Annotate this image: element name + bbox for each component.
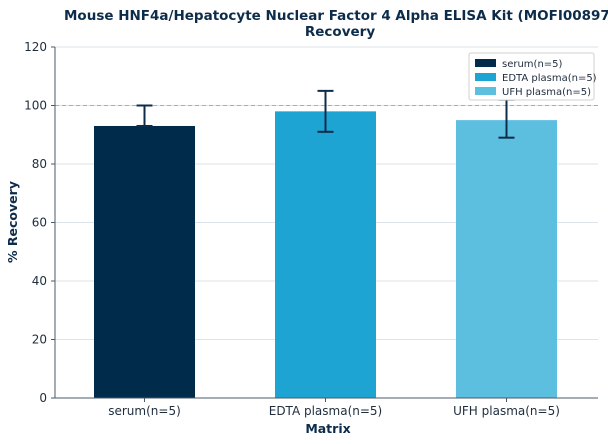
bars: [94, 111, 557, 398]
y-tick-label: 120: [24, 40, 47, 54]
y-tick-label: 0: [39, 391, 47, 405]
y-tick-label: 40: [32, 274, 47, 288]
x-tick-label: UFH plasma(n=5): [453, 404, 560, 418]
legend-swatch: [475, 87, 496, 95]
y-ticks: 0 20 40 60 80 100 120: [24, 40, 55, 405]
y-tick-label: 100: [24, 99, 47, 113]
legend-label: serum(n=5): [502, 59, 563, 70]
legend: serum(n=5) EDTA plasma(n=5) UFH plasma(n=5…: [468, 52, 597, 101]
legend-box: [468, 52, 595, 101]
x-tick-label: serum(n=5): [108, 404, 181, 418]
bar: [456, 120, 557, 398]
x-axis-label: Matrix: [305, 421, 350, 436]
y-tick-label: 20: [32, 333, 47, 347]
x-ticks: serum(n=5) EDTA plasma(n=5) UFH plasma(n=5…: [108, 398, 560, 418]
bar: [275, 111, 376, 398]
y-tick-label: 80: [32, 157, 47, 171]
y-axis-label: % Recovery: [5, 181, 20, 263]
chart-subtitle: Recovery: [305, 24, 375, 40]
chart-title: Mouse HNF4a/Hepatocyte Nuclear Factor 4 …: [64, 8, 608, 24]
legend-swatch: [475, 59, 496, 67]
legend-swatch: [475, 73, 496, 81]
x-tick-label: EDTA plasma(n=5): [269, 404, 383, 418]
legend-label: UFH plasma(n=5): [502, 87, 591, 98]
y-tick-label: 60: [32, 216, 47, 230]
legend-label: EDTA plasma(n=5): [502, 73, 597, 84]
bar: [94, 125, 195, 398]
